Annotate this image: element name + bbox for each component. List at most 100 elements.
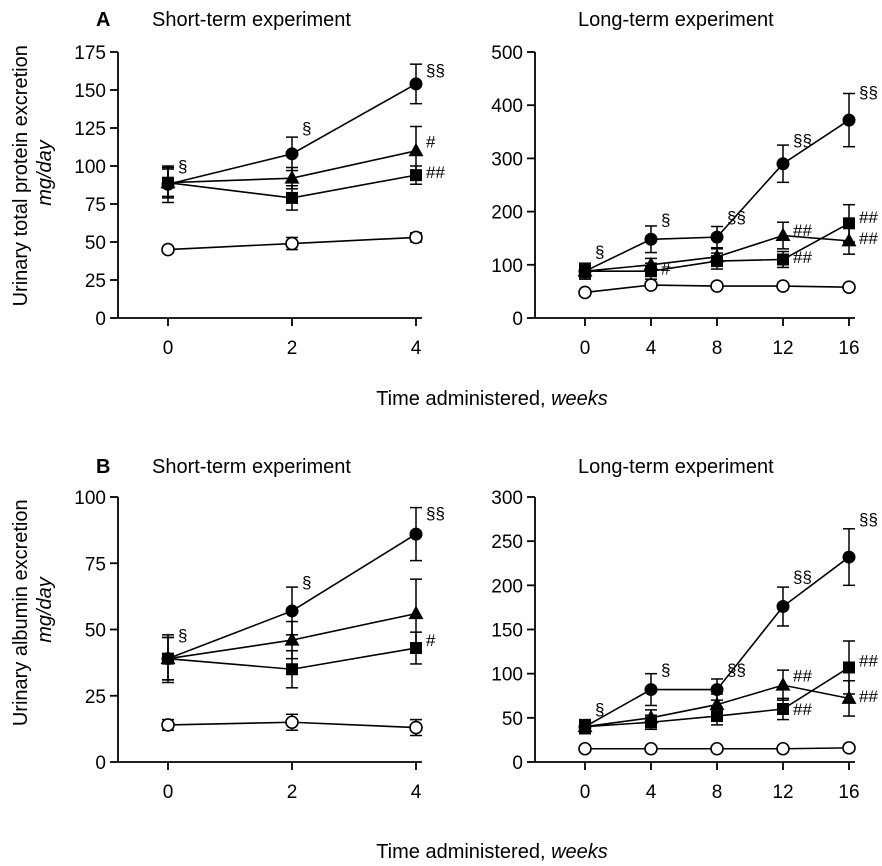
series-filled-square — [579, 203, 855, 280]
significance-annotation: § — [302, 119, 311, 138]
y-axis-title-b-main: Urinary albumin excretion — [10, 499, 32, 726]
chart-a-short-title: Short-term experiment — [152, 9, 351, 31]
significance-annotation: ## — [426, 163, 445, 182]
series-open-circle — [578, 741, 856, 756]
data-point-filled-circle — [285, 604, 299, 618]
significance-annotation: §§ — [426, 504, 445, 523]
series-open-circle — [161, 713, 423, 737]
y-tick-label: 25 — [85, 687, 106, 708]
significance-annotation: §§ — [859, 510, 878, 529]
series-filled-square — [162, 631, 422, 689]
y-tick-label: 400 — [491, 96, 523, 117]
data-point-filled-square — [711, 710, 723, 723]
y-tick-label: 50 — [85, 233, 106, 254]
significance-annotation: §§ — [793, 131, 812, 150]
data-point-open-circle — [285, 236, 299, 251]
y-tick-label: 150 — [74, 81, 106, 102]
data-point-filled-circle — [409, 77, 423, 91]
significance-annotation: §§ — [859, 83, 878, 102]
x-tick-label: 0 — [580, 782, 591, 803]
significance-annotation: § — [595, 243, 604, 262]
data-point-filled-square — [645, 716, 657, 729]
data-point-filled-circle — [710, 683, 724, 697]
x-tick-label: 2 — [287, 338, 298, 359]
data-point-filled-circle — [710, 230, 724, 244]
series-open-circle — [161, 230, 423, 257]
significance-annotation: § — [178, 626, 187, 645]
y-tick-label: 250 — [491, 532, 523, 553]
data-point-filled-square — [711, 255, 723, 268]
x-axis-title-b-main: Time administered, — [376, 841, 545, 863]
data-point-filled-circle — [776, 157, 790, 171]
data-point-open-circle — [578, 741, 592, 756]
significance-annotation: # — [426, 631, 436, 650]
data-point-filled-square — [410, 642, 422, 655]
panel-b-letter: B — [96, 456, 110, 478]
x-axis-title-b-unit: weeks — [551, 841, 608, 863]
significance-annotation: § — [661, 211, 670, 230]
x-tick-label: 16 — [838, 782, 859, 803]
y-tick-label: 100 — [491, 665, 523, 686]
x-tick-label: 12 — [772, 338, 793, 359]
significance-annotation: ## — [793, 700, 812, 719]
significance-annotation: ## — [859, 651, 878, 670]
y-axis-title-a-unit: mg/day — [34, 139, 56, 206]
data-point-filled-circle — [644, 683, 658, 697]
data-point-open-circle — [161, 718, 175, 732]
y-tick-label: 100 — [491, 256, 523, 277]
data-point-filled-triangle — [284, 170, 300, 184]
data-point-filled-triangle — [408, 142, 424, 157]
data-point-filled-square — [645, 265, 657, 278]
chart-a-long-title: Long-term experiment — [578, 9, 774, 31]
y-tick-label: 50 — [502, 709, 523, 730]
data-point-filled-square — [843, 661, 855, 674]
y-tick-label: 0 — [95, 309, 106, 330]
data-point-filled-square — [162, 176, 174, 189]
y-tick-label: 500 — [491, 43, 523, 64]
significance-annotation: § — [178, 157, 187, 176]
series-filled-square — [579, 640, 855, 734]
data-point-open-circle — [644, 741, 658, 756]
data-point-filled-triangle — [775, 227, 791, 242]
x-axis-title-a-main: Time administered, — [376, 388, 545, 410]
y-tick-label: 300 — [491, 149, 523, 170]
y-tick-label: 50 — [85, 621, 106, 642]
y-tick-label: 300 — [491, 488, 523, 509]
significance-annotation: # — [426, 133, 436, 152]
data-point-filled-square — [410, 169, 422, 182]
significance-annotation: §§ — [426, 61, 445, 80]
significance-annotation: § — [661, 660, 670, 679]
significance-annotation: § — [302, 573, 311, 592]
x-axis-title-a: Time administered, weeks — [376, 388, 608, 410]
data-point-filled-circle — [409, 527, 423, 541]
significance-annotation: § — [595, 700, 604, 719]
x-tick-label: 4 — [411, 338, 422, 359]
data-point-open-circle — [409, 230, 423, 245]
series-filled-square — [162, 165, 422, 211]
data-point-filled-square — [777, 703, 789, 715]
y-axis-title-b-unit: mg/day — [34, 576, 56, 643]
y-tick-label: 150 — [491, 621, 523, 642]
y-tick-label: 100 — [74, 157, 106, 178]
x-axis-title-b: Time administered, weeks — [376, 841, 608, 863]
y-tick-label: 200 — [491, 203, 523, 224]
y-tick-label: 175 — [74, 43, 106, 64]
panel-a-letter: A — [96, 9, 110, 31]
y-tick-label: 100 — [74, 488, 106, 509]
significance-annotation: §§ — [727, 660, 746, 679]
x-axis-title-a-unit: weeks — [551, 388, 608, 410]
y-tick-label: 0 — [512, 309, 523, 330]
y-axis-title-a: Urinary total protein excretion mg/day — [10, 40, 56, 307]
data-point-filled-circle — [644, 232, 658, 246]
y-axis-title-b: Urinary albumin excretion mg/day — [10, 494, 56, 726]
data-point-open-circle — [161, 242, 175, 257]
data-point-open-circle — [842, 741, 856, 755]
series-filled-circle — [578, 92, 856, 280]
x-tick-label: 0 — [163, 338, 174, 359]
data-point-open-circle — [578, 285, 592, 300]
data-point-filled-square — [843, 217, 855, 230]
